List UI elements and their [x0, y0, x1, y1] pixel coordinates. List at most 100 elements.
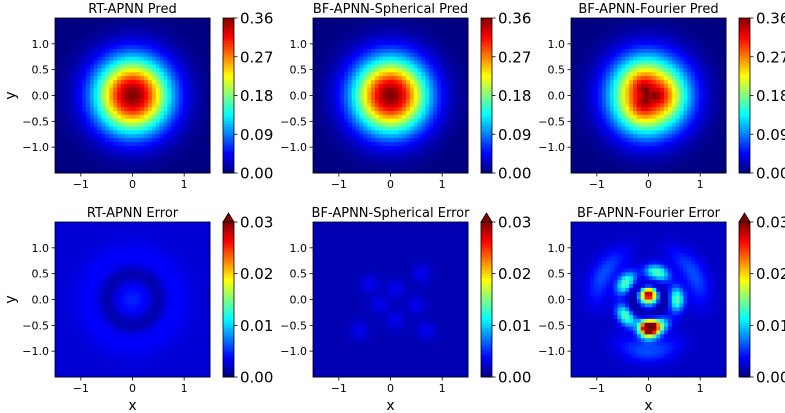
heatmap-cell — [617, 145, 622, 151]
heatmap-cell — [464, 169, 469, 174]
heatmap-cell — [86, 111, 91, 116]
heatmap-cell — [151, 103, 157, 108]
heatmap-cell — [402, 161, 407, 166]
heatmap-cell — [382, 107, 388, 112]
heatmap-cell — [590, 29, 595, 35]
heatmap-cell — [198, 111, 203, 116]
heatmap-cell — [155, 76, 161, 81]
heatmap-cell — [89, 64, 95, 69]
heatmap-cell — [602, 118, 607, 124]
heatmap-cell — [402, 95, 407, 100]
heatmap-cell — [332, 130, 337, 135]
heatmap-cell — [409, 111, 415, 116]
heatmap-cell — [675, 122, 681, 128]
heatmap-cell — [421, 60, 426, 66]
heatmap-cell — [386, 103, 392, 108]
heatmap-cell — [629, 149, 634, 155]
heatmap-cell — [571, 64, 576, 69]
heatmap-cell — [406, 126, 411, 131]
heatmap-cell — [382, 138, 388, 143]
heatmap-cell — [574, 161, 580, 166]
heatmap-cell — [413, 56, 419, 62]
heatmap-cell — [667, 111, 673, 116]
heatmap-cell — [675, 45, 681, 50]
heatmap-cell — [390, 149, 395, 155]
colorbar-segment — [481, 59, 492, 63]
heatmap-cell — [406, 52, 411, 58]
heatmap-cell — [202, 111, 207, 116]
heatmap-cell — [625, 49, 630, 54]
heatmap-cell — [97, 169, 103, 174]
heatmap-cell — [151, 122, 157, 128]
heatmap-cell — [605, 25, 611, 31]
heatmap-cell — [62, 29, 68, 35]
heatmap-cell — [74, 142, 79, 147]
heatmap-cell — [144, 145, 149, 151]
heatmap-cell — [695, 126, 700, 131]
heatmap-cell — [582, 45, 588, 50]
heatmap-cell — [718, 169, 723, 174]
heatmap-cell — [394, 52, 399, 58]
heatmap-cell — [198, 91, 203, 97]
heatmap-cell — [452, 18, 457, 23]
heatmap-cell — [687, 21, 692, 27]
heatmap-cell — [148, 45, 153, 50]
heatmap-cell — [198, 49, 203, 54]
heatmap-cell — [382, 145, 388, 151]
heatmap-cell — [186, 76, 192, 81]
heatmap-cell — [440, 165, 446, 170]
heatmap-cell — [344, 107, 349, 112]
colorbar-segment — [223, 149, 234, 153]
heatmap-cell — [425, 56, 430, 62]
heatmap-cell — [613, 95, 619, 100]
heatmap-cell — [602, 169, 607, 174]
heatmap-cell — [316, 76, 322, 81]
heatmap-cell — [433, 49, 438, 54]
heatmap-cell — [58, 56, 64, 62]
heatmap-cell — [359, 103, 364, 108]
heatmap-cell — [55, 49, 60, 54]
heatmap-cell — [175, 95, 180, 100]
heatmap-cell — [660, 114, 665, 120]
heatmap-cell — [710, 142, 715, 147]
heatmap-cell — [602, 33, 607, 38]
heatmap-cell — [702, 114, 708, 120]
heatmap-cell — [667, 153, 673, 159]
heatmap-cell — [617, 149, 622, 155]
heatmap-cell — [464, 130, 469, 135]
heatmap-cell — [190, 41, 196, 46]
heatmap-cell — [621, 95, 626, 100]
heatmap-cell — [190, 169, 196, 174]
heatmap-cell — [609, 153, 615, 159]
heatmap-cell — [574, 138, 580, 143]
heatmap-cell — [82, 157, 87, 162]
heatmap-cell — [105, 165, 110, 170]
heatmap-cell — [683, 49, 688, 54]
heatmap-cell — [571, 91, 576, 97]
heatmap-cell — [109, 18, 114, 23]
heatmap-cell — [656, 153, 661, 159]
heatmap-cell — [328, 25, 333, 31]
heatmap-cell — [97, 142, 103, 147]
heatmap-cell — [78, 142, 83, 147]
heatmap-cell — [124, 169, 130, 174]
heatmap-cell — [586, 103, 591, 108]
heatmap-cell — [340, 91, 345, 97]
heatmap-cell — [363, 161, 368, 166]
heatmap-cell — [151, 37, 157, 42]
heatmap-cell — [687, 153, 692, 159]
heatmap-cell — [671, 41, 677, 46]
heatmap-cell — [351, 142, 357, 147]
heatmap-cell — [440, 64, 446, 69]
heatmap-cell — [120, 149, 126, 155]
heatmap-cell — [590, 37, 595, 42]
heatmap-cell — [140, 149, 145, 155]
heatmap-cell — [613, 145, 619, 151]
heatmap-cell — [714, 95, 719, 100]
heatmap-cell — [382, 87, 388, 93]
heatmap-cell — [190, 60, 196, 66]
heatmap-cell — [429, 130, 434, 135]
heatmap-cell — [452, 83, 457, 89]
heatmap-cell — [582, 118, 588, 124]
heatmap-cell — [378, 87, 384, 93]
